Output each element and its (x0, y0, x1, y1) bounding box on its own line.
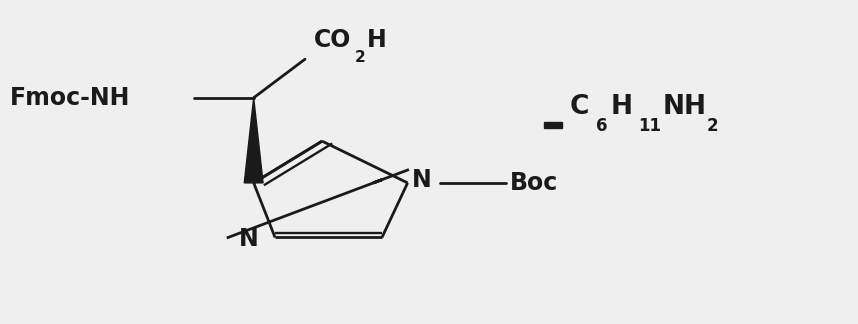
Text: NH: NH (662, 94, 706, 120)
Text: CO: CO (313, 28, 351, 52)
Text: 11: 11 (638, 118, 662, 135)
Text: N: N (412, 168, 432, 192)
Text: H: H (366, 28, 386, 52)
Text: 2: 2 (354, 50, 366, 65)
Text: Boc: Boc (511, 171, 559, 195)
Text: H: H (610, 94, 632, 120)
Text: 6: 6 (595, 118, 607, 135)
Bar (545, 122, 561, 128)
Polygon shape (245, 98, 263, 183)
Text: N: N (239, 227, 259, 251)
Text: C: C (570, 94, 589, 120)
Text: Fmoc-NH: Fmoc-NH (10, 86, 130, 110)
Text: 2: 2 (707, 118, 718, 135)
